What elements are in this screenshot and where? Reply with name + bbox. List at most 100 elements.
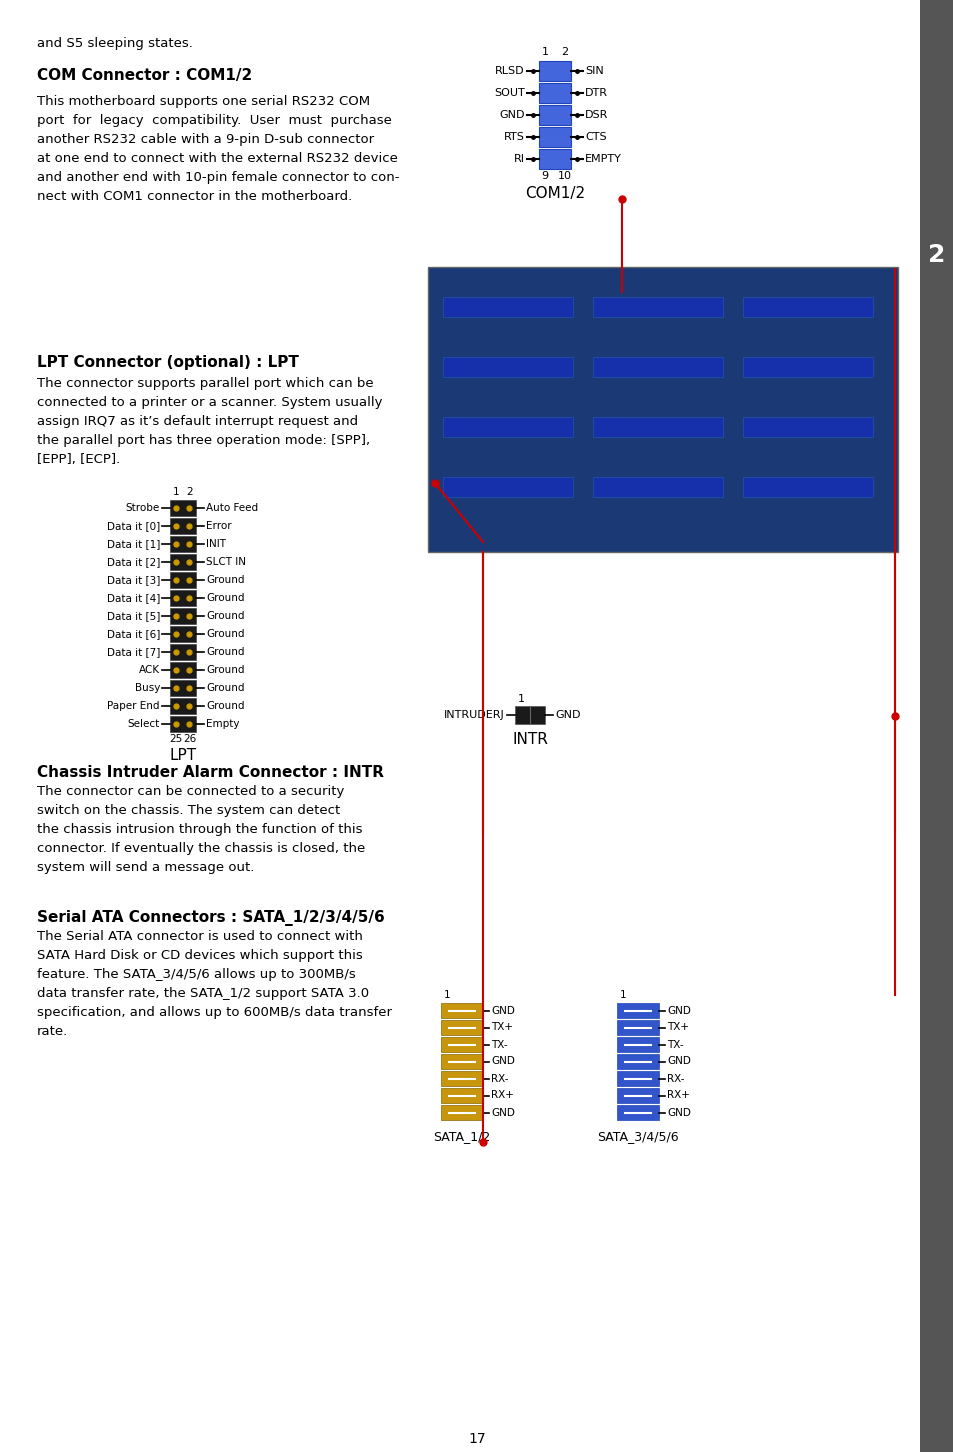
Text: 26: 26	[183, 735, 196, 743]
Text: Data it [5]: Data it [5]	[107, 611, 160, 621]
Text: Ground: Ground	[206, 575, 244, 585]
Bar	[428, 267, 897, 552]
Bar	[742, 298, 872, 317]
Text: the parallel port has three operation mode: [SPP],: the parallel port has three operation mo…	[37, 434, 370, 447]
Text: Ground: Ground	[206, 701, 244, 711]
Bar	[170, 590, 195, 605]
Bar	[515, 706, 544, 725]
Text: Paper End: Paper End	[108, 701, 160, 711]
Text: system will send a message out.: system will send a message out.	[37, 861, 254, 874]
Bar	[170, 518, 195, 534]
Text: RX+: RX+	[666, 1090, 689, 1101]
Text: RX-: RX-	[491, 1073, 508, 1083]
Text: COM1/2: COM1/2	[524, 186, 584, 200]
Bar	[538, 83, 571, 103]
Text: 2: 2	[927, 242, 944, 267]
Bar	[440, 1105, 482, 1119]
Text: 1: 1	[541, 46, 548, 57]
Text: LPT: LPT	[170, 748, 196, 762]
Text: 2: 2	[561, 46, 568, 57]
Text: RX-: RX-	[666, 1073, 684, 1083]
Text: switch on the chassis. The system can detect: switch on the chassis. The system can de…	[37, 804, 340, 817]
Bar	[742, 357, 872, 378]
Text: EMPTY: EMPTY	[584, 154, 621, 164]
Text: Ground: Ground	[206, 665, 244, 675]
Text: DSR: DSR	[584, 110, 608, 121]
Text: Ground: Ground	[206, 629, 244, 639]
Text: INTR: INTR	[512, 732, 547, 746]
Bar	[170, 716, 195, 732]
Text: RI: RI	[514, 154, 524, 164]
Bar	[170, 572, 195, 588]
Text: GND: GND	[491, 1005, 515, 1015]
Text: Data it [1]: Data it [1]	[107, 539, 160, 549]
Text: Data it [2]: Data it [2]	[107, 558, 160, 566]
Text: Data it [4]: Data it [4]	[107, 592, 160, 603]
Text: RX+: RX+	[491, 1090, 514, 1101]
Bar	[538, 126, 571, 147]
Bar	[617, 1105, 659, 1119]
Text: TX+: TX+	[666, 1022, 688, 1032]
Text: The connector supports parallel port which can be: The connector supports parallel port whi…	[37, 378, 374, 391]
Bar	[170, 680, 195, 696]
Text: Select: Select	[128, 719, 160, 729]
Bar	[593, 417, 722, 437]
Text: This motherboard supports one serial RS232 COM: This motherboard supports one serial RS2…	[37, 94, 370, 107]
Text: 1: 1	[517, 694, 524, 704]
Bar	[617, 1088, 659, 1104]
Text: The connector can be connected to a security: The connector can be connected to a secu…	[37, 786, 344, 799]
Bar	[440, 1072, 482, 1086]
Text: GND: GND	[491, 1057, 515, 1067]
Text: TX-: TX-	[491, 1040, 507, 1050]
Bar	[742, 417, 872, 437]
Text: GND: GND	[666, 1057, 690, 1067]
Bar	[440, 1019, 482, 1035]
Text: data transfer rate, the SATA_1/2 support SATA 3.0: data transfer rate, the SATA_1/2 support…	[37, 987, 369, 1000]
Text: [EPP], [ECP].: [EPP], [ECP].	[37, 453, 120, 466]
Bar	[593, 298, 722, 317]
Text: 17: 17	[468, 1432, 485, 1446]
Text: 1: 1	[619, 990, 626, 1000]
Text: and S5 sleeping states.: and S5 sleeping states.	[37, 36, 193, 49]
Text: GND: GND	[666, 1005, 690, 1015]
Text: COM Connector : COM1/2: COM Connector : COM1/2	[37, 68, 252, 83]
Bar	[440, 1088, 482, 1104]
Bar	[617, 1054, 659, 1069]
Text: DTR: DTR	[584, 89, 607, 97]
Text: assign IRQ7 as it’s default interrupt request and: assign IRQ7 as it’s default interrupt re…	[37, 415, 357, 428]
Bar	[742, 478, 872, 497]
Text: ACK: ACK	[139, 665, 160, 675]
Text: and another end with 10-pin female connector to con-: and another end with 10-pin female conne…	[37, 171, 399, 184]
Bar	[170, 698, 195, 714]
Text: SATA_1/2: SATA_1/2	[433, 1130, 490, 1143]
Text: another RS232 cable with a 9-pin D-sub connector: another RS232 cable with a 9-pin D-sub c…	[37, 134, 374, 147]
Text: SIN: SIN	[584, 65, 603, 76]
Bar	[440, 1054, 482, 1069]
Text: GND: GND	[491, 1108, 515, 1118]
Text: INIT: INIT	[206, 539, 226, 549]
Text: Data it [0]: Data it [0]	[107, 521, 160, 531]
Bar	[617, 1003, 659, 1018]
Bar	[442, 357, 573, 378]
Text: TX-: TX-	[666, 1040, 683, 1050]
Bar	[593, 357, 722, 378]
Bar	[170, 499, 195, 515]
Text: Strobe: Strobe	[126, 502, 160, 513]
Text: Ground: Ground	[206, 592, 244, 603]
Text: Auto Feed: Auto Feed	[206, 502, 258, 513]
Text: Data it [3]: Data it [3]	[107, 575, 160, 585]
Text: Empty: Empty	[206, 719, 239, 729]
Bar	[538, 105, 571, 125]
Text: 1: 1	[172, 486, 179, 497]
Text: TX+: TX+	[491, 1022, 513, 1032]
Bar	[170, 608, 195, 624]
Text: 9: 9	[541, 171, 548, 182]
Bar	[170, 536, 195, 552]
Bar	[617, 1037, 659, 1053]
Text: GND: GND	[499, 110, 524, 121]
Bar	[440, 1037, 482, 1053]
Bar	[593, 478, 722, 497]
Text: 1: 1	[443, 990, 450, 1000]
Bar	[617, 1072, 659, 1086]
Text: INTRUDERJ: INTRUDERJ	[444, 710, 504, 720]
